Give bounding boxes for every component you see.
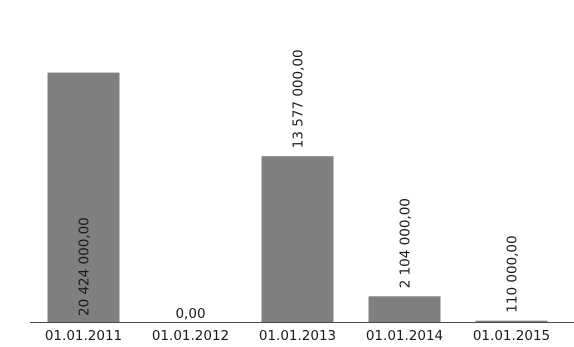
- x-tick-label: 01.01.2013: [259, 328, 336, 344]
- bar-01.01.2011: [47, 72, 120, 322]
- bar-01.01.2013: [261, 156, 334, 322]
- value-label: 0,00: [175, 306, 205, 322]
- x-tick-label: 01.01.2015: [473, 328, 550, 344]
- value-labels: 20 424 000,00 0,00 13 577 000,00 2 104 000,…: [77, 49, 521, 322]
- bar-01.01.2014: [368, 296, 441, 322]
- value-label: 110 000,00: [505, 235, 521, 312]
- x-tick-label: 01.01.2012: [152, 328, 229, 344]
- bar-01.01.2015: [475, 320, 548, 322]
- x-tick-label: 01.01.2014: [366, 328, 443, 344]
- value-label: 20 424 000,00: [77, 217, 93, 316]
- x-tick-labels: 01.01.2011 01.01.2012 01.01.2013 01.01.2014…: [45, 328, 550, 344]
- value-label: 2 104 000,00: [398, 198, 414, 288]
- value-label: 13 577 000,00: [291, 49, 307, 148]
- bars-layer: [47, 72, 548, 322]
- x-tick-label: 01.01.2011: [45, 328, 122, 344]
